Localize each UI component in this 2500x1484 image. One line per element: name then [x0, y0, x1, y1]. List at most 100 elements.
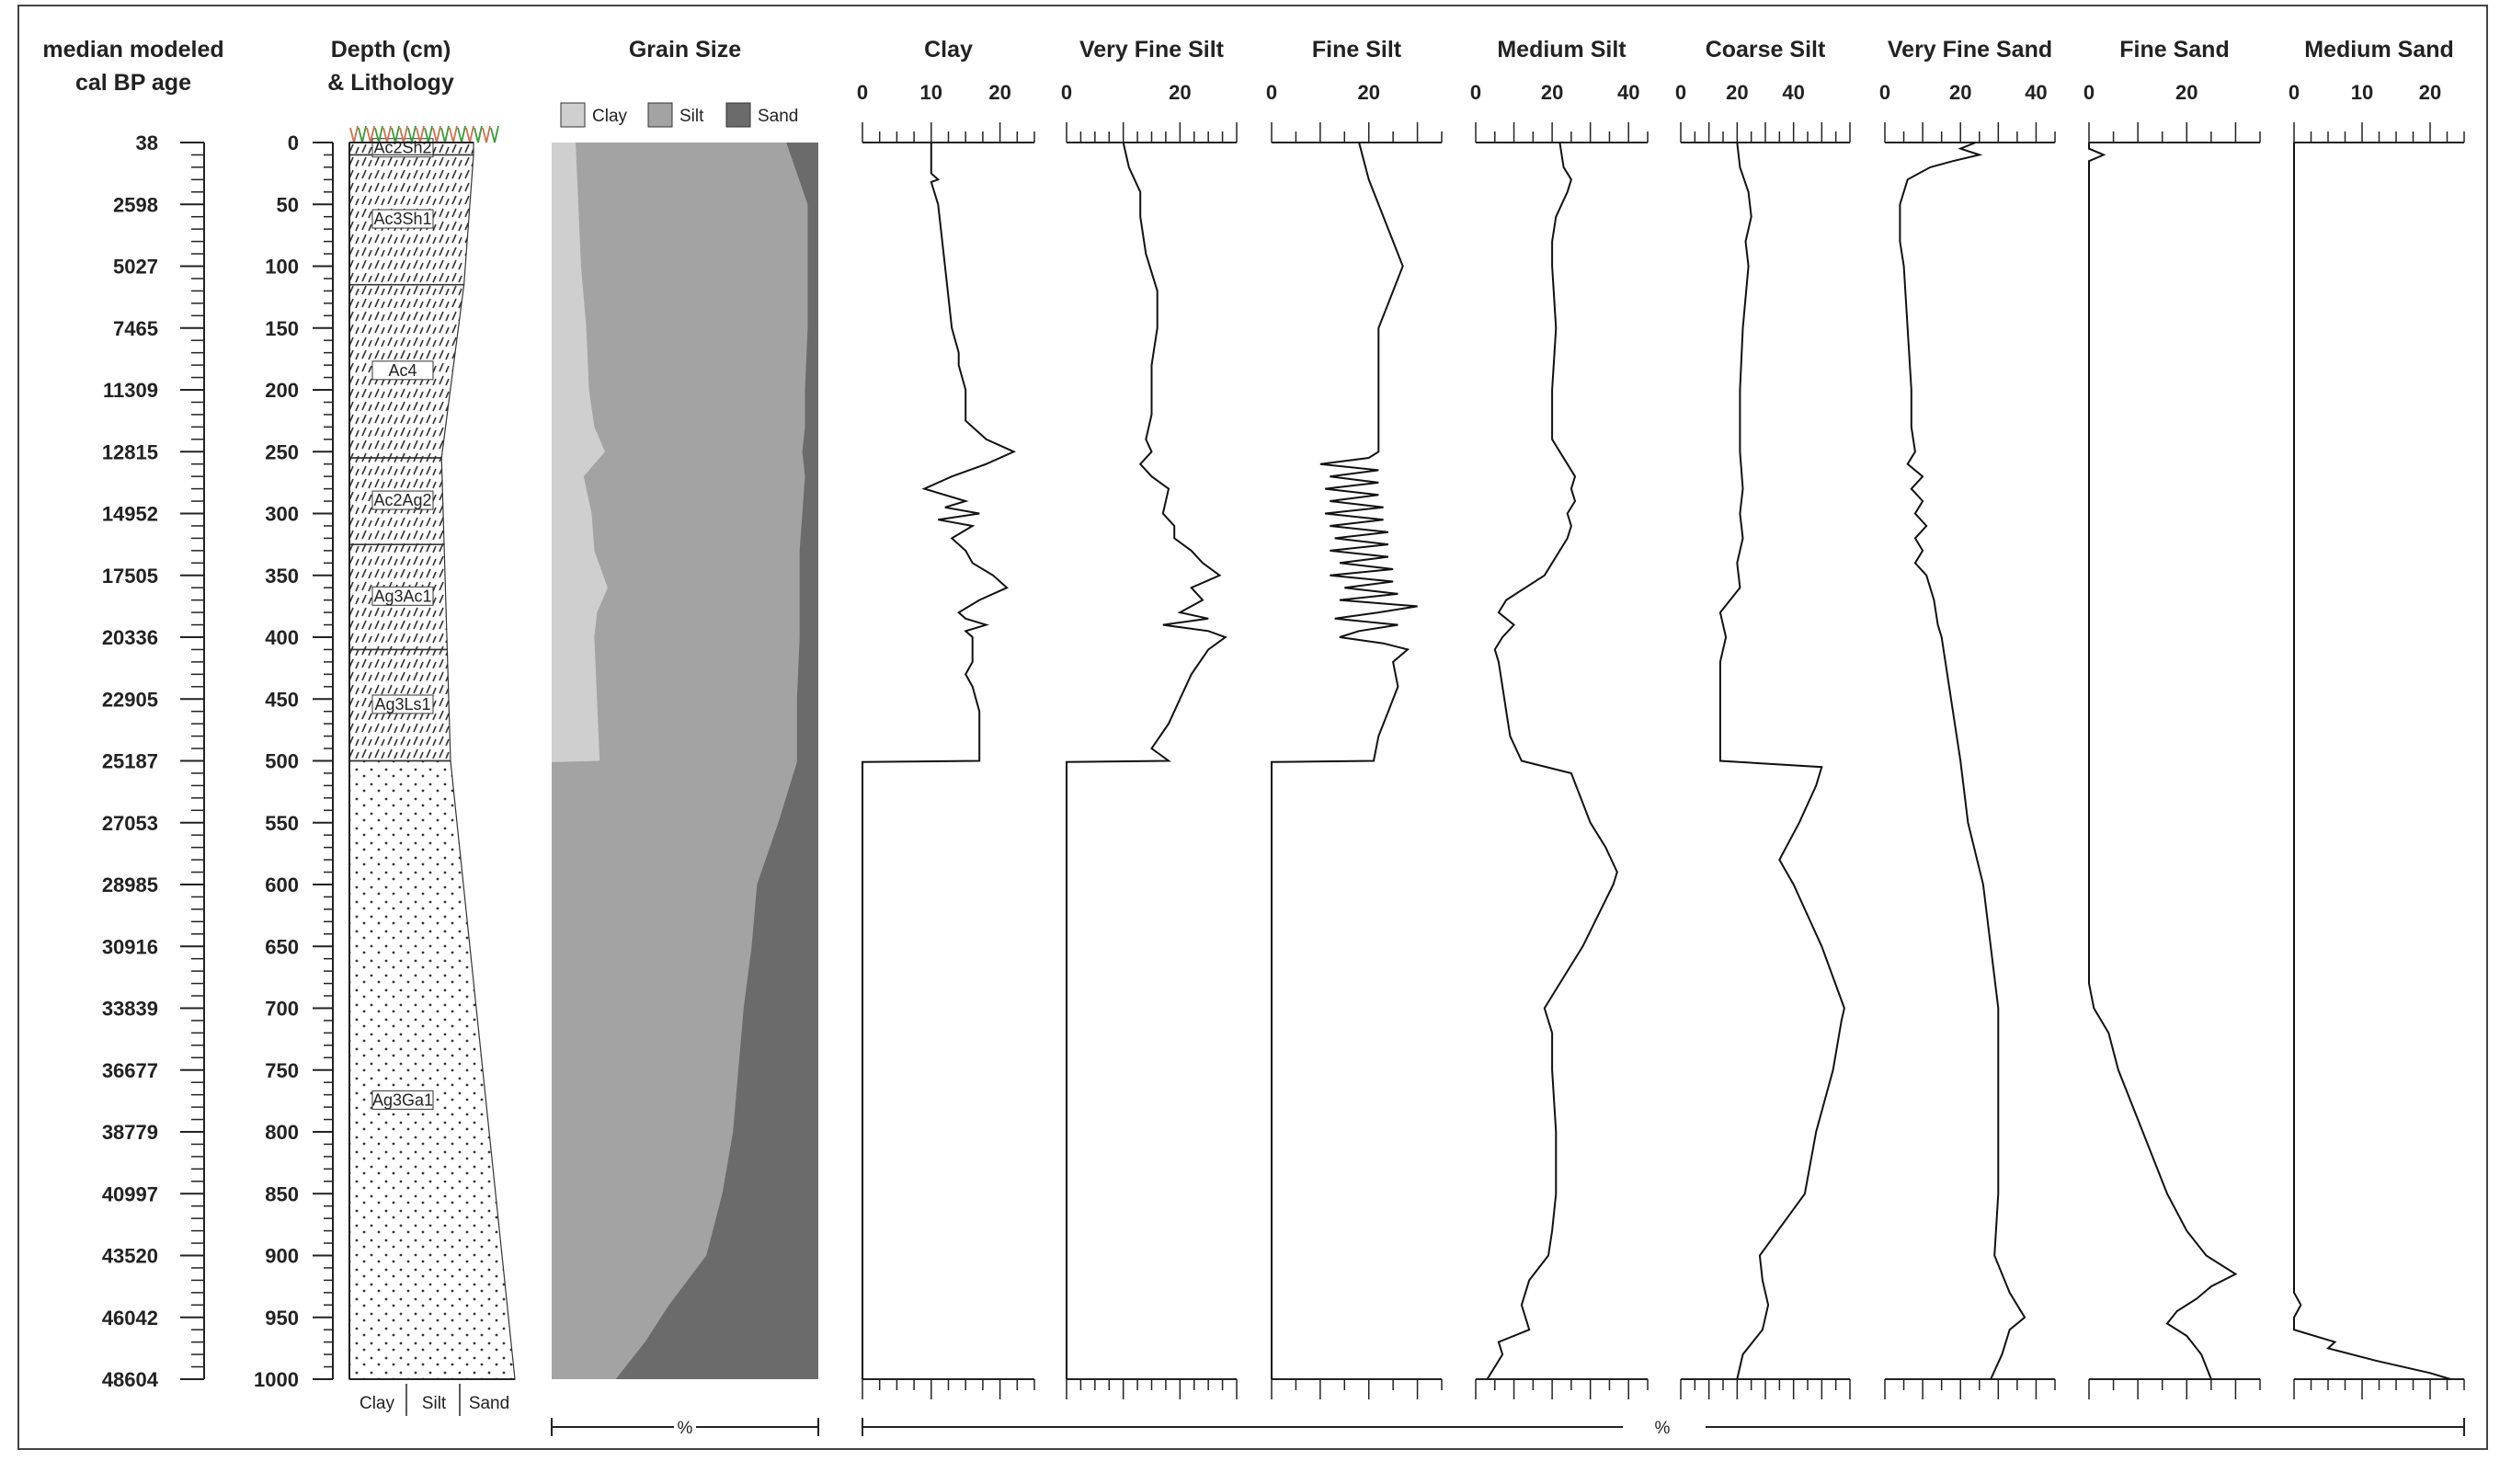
- lithology-label-box: [371, 694, 434, 714]
- series-tick-label: 20: [1169, 81, 1191, 104]
- depth-tick-label: 50: [277, 193, 299, 216]
- series-tick-label: 40: [2025, 81, 2047, 104]
- series-title: Very Fine Silt: [1079, 37, 1225, 63]
- age-tick-label: 2598: [113, 193, 158, 216]
- depth-axis-title-line-1: Depth (cm): [331, 37, 451, 63]
- grass-blade: [449, 125, 458, 143]
- series-title: Fine Sand: [2119, 37, 2229, 63]
- series-line: [862, 143, 1017, 1379]
- age-tick-label: 36677: [102, 1059, 158, 1082]
- lithology-label-box: [371, 360, 434, 381]
- grain-size-unit-bg: [674, 1416, 696, 1438]
- series-tick-label: 20: [1541, 81, 1563, 104]
- series-line: [2293, 143, 2451, 1380]
- grass-blade: [349, 125, 359, 143]
- grass-blade: [482, 125, 491, 143]
- series-tick-label: 0: [1470, 81, 1481, 104]
- age-axis: median modeled cal BP age 38 2598 5027 7465 11…: [42, 37, 223, 1391]
- age-tick-label: 22905: [102, 688, 158, 711]
- depth-tick-label: 100: [265, 256, 299, 279]
- series-tick-label: 40: [1617, 81, 1639, 104]
- series-line: [1718, 142, 1845, 1380]
- age-tick-label: 5027: [113, 256, 158, 279]
- age-tick-label: 30916: [102, 935, 158, 958]
- grass-blade: [416, 125, 425, 143]
- series-panel: Coarse Silt 0 20 40: [1675, 37, 1851, 1399]
- age-tick-label: 20336: [102, 626, 158, 649]
- series-title: Very Fine Sand: [1888, 37, 2052, 63]
- depth-tick-label: 550: [265, 812, 299, 835]
- depth-tick-label: 350: [265, 565, 299, 588]
- series-tick-label: 0: [1061, 81, 1072, 104]
- series-panel: Medium Silt 0 20 40: [1470, 37, 1649, 1399]
- grass-blade: [391, 125, 400, 143]
- depth-tick-label: 600: [265, 873, 299, 896]
- age-tick-label: 48604: [102, 1368, 159, 1391]
- age-tick-label: 14952: [102, 503, 158, 526]
- series-title: Medium Silt: [1497, 37, 1627, 63]
- lithology-label-box: [371, 209, 434, 229]
- series-line: [1271, 142, 1418, 1379]
- grass-blade: [358, 125, 367, 143]
- grass-blade: [399, 125, 408, 143]
- depth-axis: Depth (cm) & Lithology 0 50 100 150 200 250 300 3…: [254, 37, 454, 1391]
- clay-area: [552, 143, 608, 1379]
- series-title: Medium Sand: [2304, 37, 2454, 63]
- percent-scale: %: [862, 1414, 2465, 1440]
- grass-blade: [457, 125, 466, 143]
- age-tick-label: 27053: [102, 812, 158, 835]
- lithology-unit: [348, 759, 516, 1380]
- lithology-column: Ac2Sh2Ac3Sh1Ac4Ac2Ag2Ag3Ac1Ag3Ls1Ag3Ga1C…: [348, 125, 516, 1416]
- age-tick-label: 46042: [102, 1307, 158, 1330]
- grain-size-unit-label: %: [678, 1419, 693, 1438]
- lithology-x-label: Silt: [422, 1394, 447, 1413]
- series-panel: Fine Sand 0 20: [2083, 37, 2261, 1399]
- lithology-x-label: Sand: [469, 1394, 509, 1413]
- age-tick-label: 28985: [102, 873, 158, 896]
- grass-blade: [474, 125, 483, 143]
- depth-tick-label: 950: [265, 1307, 299, 1330]
- series-tick-label: 0: [2289, 81, 2300, 104]
- grass-blade: [366, 125, 375, 143]
- depth-tick-label: 700: [265, 998, 299, 1021]
- lithology-unit-label: Ag3Ga1: [372, 1090, 433, 1109]
- percent-label-bg: [1623, 1414, 1706, 1440]
- grass-blade: [407, 125, 417, 143]
- series-tick-label: 0: [1675, 81, 1686, 104]
- legend-swatch: [725, 102, 751, 128]
- grain-size-title: Grain Size: [629, 37, 741, 63]
- legend-label: Sand: [758, 107, 798, 126]
- age-tick-label: 43520: [102, 1245, 158, 1268]
- depth-tick-label: 400: [265, 626, 299, 649]
- series-tick-label: 20: [1357, 81, 1379, 104]
- legend-swatch: [560, 102, 586, 128]
- legend-swatch: [647, 102, 673, 128]
- series-tick-label: 20: [988, 81, 1010, 104]
- series-line: [1066, 142, 1227, 1379]
- grass-blade: [424, 125, 433, 143]
- grass-blade: [432, 125, 441, 143]
- age-tick-label: 40997: [102, 1182, 158, 1205]
- series-tick-label: 0: [2083, 81, 2095, 104]
- lithology-label-box: [371, 586, 434, 606]
- grass-blade: [465, 125, 474, 143]
- age-axis-title-line-2: cal BP age: [75, 70, 191, 96]
- lithology-label-box: [371, 1090, 434, 1110]
- depth-tick-label: 900: [265, 1245, 299, 1268]
- series-panel: Very Fine Silt 0 20: [1061, 37, 1238, 1399]
- depth-tick-label: 750: [265, 1059, 299, 1082]
- age-tick-label: 33839: [102, 998, 158, 1021]
- grass-blade: [374, 125, 383, 143]
- series-tick-label: 10: [920, 81, 942, 104]
- legend-label: Clay: [592, 107, 628, 126]
- depth-tick-label: 500: [265, 750, 299, 773]
- grass-blade: [382, 125, 392, 143]
- series-title: Fine Silt: [1312, 37, 1402, 63]
- depth-tick-label: 800: [265, 1121, 299, 1144]
- series-tick-label: 0: [1266, 81, 1277, 104]
- age-tick-label: 38779: [102, 1121, 158, 1144]
- depth-tick-label: 650: [265, 935, 299, 958]
- age-tick-label: 11309: [103, 379, 158, 402]
